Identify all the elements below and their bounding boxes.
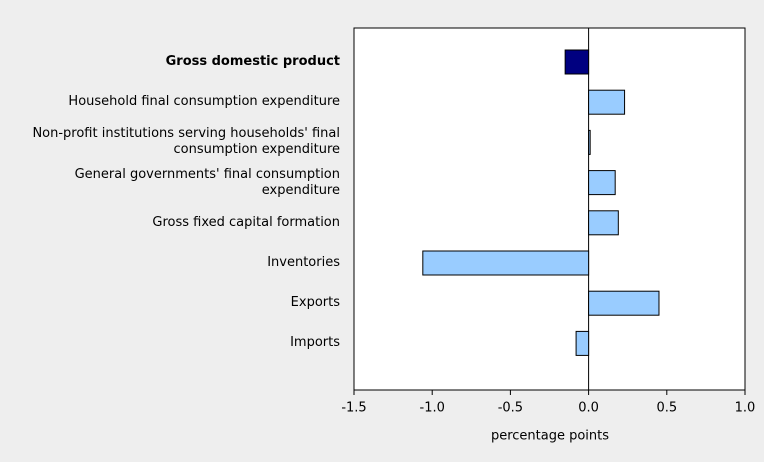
- bar: [588, 170, 616, 196]
- bar: [588, 290, 660, 316]
- x-tick-label: 0.5: [656, 401, 677, 416]
- y-tick-label: General governments' final consumption e…: [74, 166, 340, 198]
- y-tick-label: Inventories: [267, 255, 340, 270]
- y-tick-label: Gross fixed capital formation: [152, 214, 340, 230]
- bar: [564, 49, 590, 75]
- y-tick-label: Imports: [290, 335, 340, 351]
- y-tick-label: Non-profit institutions serving househol…: [32, 126, 340, 158]
- x-tick-label: -1.0: [420, 401, 445, 416]
- x-tick-label: -0.5: [498, 401, 523, 416]
- plot-area: [353, 27, 746, 391]
- bar: [588, 129, 591, 155]
- x-tick-label: -1.5: [341, 401, 366, 416]
- bar: [422, 250, 590, 276]
- x-tick-label: 0.0: [578, 401, 599, 416]
- y-tick-label: Gross domestic product: [165, 54, 340, 69]
- bar: [588, 89, 626, 115]
- bar: [588, 210, 619, 236]
- y-tick-label: Household final consumption expenditure: [68, 94, 340, 110]
- y-tick-label: Exports: [290, 295, 340, 311]
- x-tick-label: 1.0: [735, 401, 756, 416]
- x-axis-label: percentage points: [491, 429, 609, 444]
- bar: [575, 330, 590, 356]
